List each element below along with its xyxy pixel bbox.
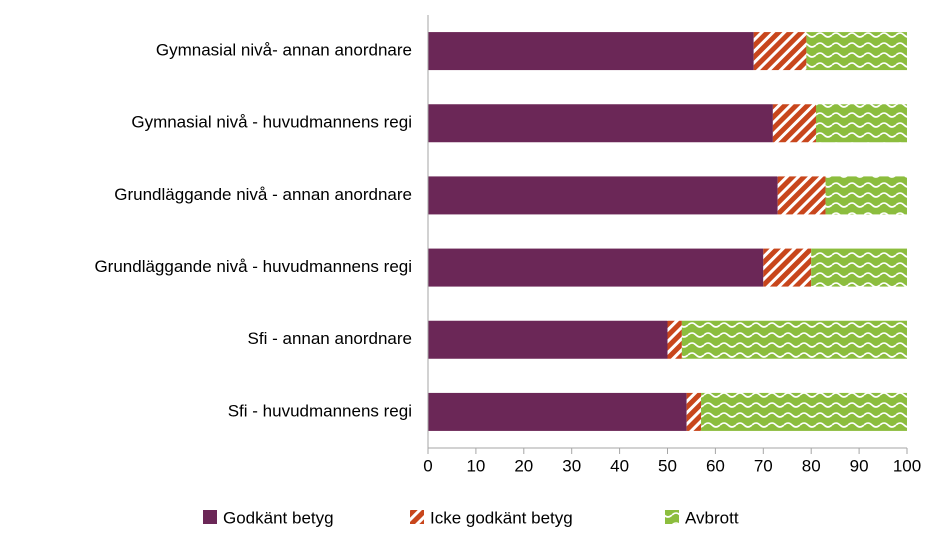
bar-segment xyxy=(763,248,812,287)
x-tick-label: 80 xyxy=(802,456,821,475)
x-tick-label: 10 xyxy=(466,456,485,475)
bar-segment xyxy=(681,320,907,359)
legend-swatch xyxy=(410,510,424,524)
legend-label: Icke godkänt betyg xyxy=(430,508,573,527)
x-tick-label: 50 xyxy=(658,456,677,475)
legend-swatch xyxy=(665,510,679,524)
y-tick-label: Grundläggande nivå - huvudmannens regi xyxy=(94,257,412,276)
bar-segment xyxy=(701,392,907,431)
bar-segment xyxy=(815,104,907,143)
y-tick-label: Grundläggande nivå - annan anordnare xyxy=(114,185,412,204)
bar-segment xyxy=(777,176,826,215)
legend-label: Avbrott xyxy=(685,508,739,527)
legend-swatch xyxy=(203,510,217,524)
x-tick-label: 0 xyxy=(423,456,432,475)
x-tick-label: 90 xyxy=(850,456,869,475)
x-tick-label: 40 xyxy=(610,456,629,475)
bar-segment xyxy=(667,320,682,359)
y-tick-label: Sfi - huvudmannens regi xyxy=(228,401,412,420)
bar-segment xyxy=(772,104,816,143)
y-tick-label: Gymnasial nivå- annan anordnare xyxy=(156,41,412,60)
x-tick-label: 30 xyxy=(562,456,581,475)
bar-segment xyxy=(753,32,807,71)
bar-segment xyxy=(428,320,668,359)
x-tick-label: 100 xyxy=(893,456,921,475)
bar-segment xyxy=(428,104,773,143)
legend-label: Godkänt betyg xyxy=(223,508,334,527)
bar-segment xyxy=(686,392,702,431)
y-tick-label: Sfi - annan anordnare xyxy=(248,329,412,348)
bar-segment xyxy=(428,248,764,287)
y-tick-label: Gymnasial nivå - huvudmannens regi xyxy=(131,113,412,132)
bar-segment xyxy=(811,248,907,287)
x-tick-label: 60 xyxy=(706,456,725,475)
bar-segment xyxy=(428,392,687,431)
x-tick-label: 70 xyxy=(754,456,773,475)
bar-segment xyxy=(825,176,907,215)
bar-segment xyxy=(806,32,907,71)
bar-segment xyxy=(428,32,754,71)
x-tick-label: 20 xyxy=(514,456,533,475)
bar-segment xyxy=(428,176,778,215)
